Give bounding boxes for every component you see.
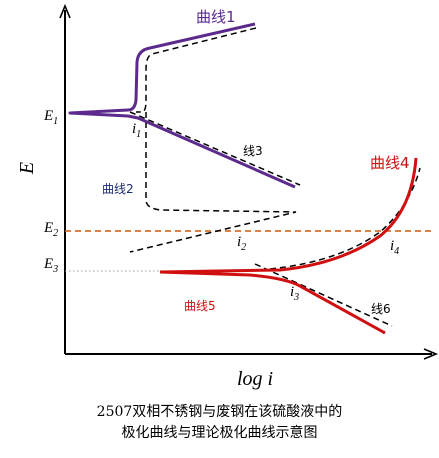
i1-label: i1 [132, 121, 141, 140]
curve3-label: 线3 [243, 144, 263, 158]
curve2-label: 曲线2 [102, 182, 134, 196]
curve6-label: 线6 [371, 302, 391, 316]
figure-caption: 2507双相不锈钢与废钢在该硫酸液中的 极化曲线与理论极化曲线示意图 [0, 402, 439, 444]
curve1-label: 曲线1 [196, 8, 236, 26]
curve1-line [68, 22, 296, 189]
curve5-line [159, 270, 386, 335]
x-axis-arrow [423, 348, 439, 360]
i3-label: i3 [290, 284, 299, 303]
curve3-dashed [129, 111, 301, 186]
e2-label: E2 [43, 220, 58, 239]
e1-label: E1 [43, 108, 58, 127]
caption-line-1: 2507双相不锈钢与废钢在该硫酸液中的 [96, 404, 343, 420]
curve4-line [159, 157, 418, 274]
curve6-dashed [254, 263, 393, 327]
i2-label: i2 [237, 234, 246, 253]
curve4-label: 曲线4 [370, 154, 410, 172]
y-axis-arrow [59, 3, 71, 19]
i4-label: i4 [390, 238, 399, 257]
e3-label: E3 [43, 256, 58, 275]
caption-line-2: 极化曲线与理论极化曲线示意图 [121, 425, 318, 441]
x-axis-label: log i [237, 368, 273, 390]
curve2-dashed [129, 27, 297, 253]
y-axis-label: E [16, 162, 38, 175]
curve5-label: 曲线5 [184, 299, 216, 313]
